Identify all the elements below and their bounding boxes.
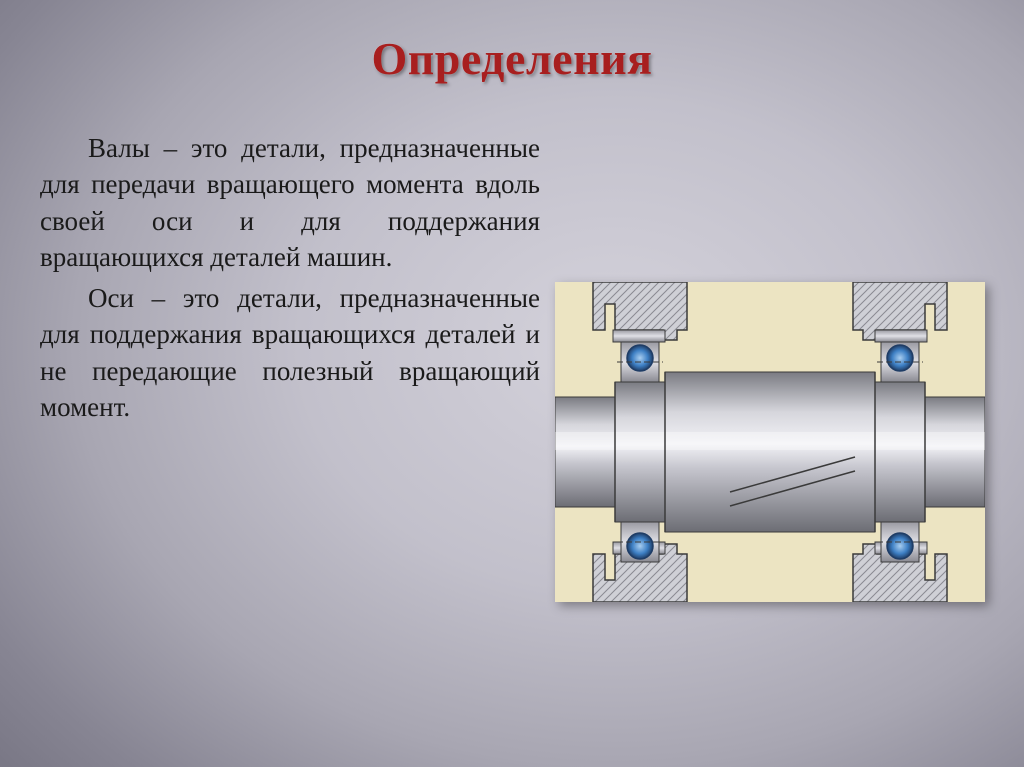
paragraph-1: Валы – это детали, предназначенные для п… (40, 130, 540, 276)
body-text: Валы – это детали, предназначенные для п… (40, 130, 540, 430)
shaft-bearing-figure (555, 282, 985, 602)
slide: Определения Валы – это детали, предназна… (0, 0, 1024, 767)
paragraph-2: Оси – это детали, предназначенные для по… (40, 280, 540, 426)
page-title: Определения (0, 32, 1024, 85)
shaft-body (555, 372, 985, 532)
shaft-svg (555, 282, 985, 602)
